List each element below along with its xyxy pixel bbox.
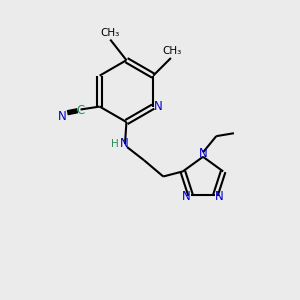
Text: C: C [76, 104, 85, 118]
Text: H: H [111, 139, 119, 148]
Text: CH₃: CH₃ [100, 28, 120, 38]
Text: N: N [120, 137, 129, 150]
Text: CH₃: CH₃ [163, 46, 182, 56]
Text: N: N [215, 190, 224, 203]
Text: N: N [58, 110, 67, 123]
Text: N: N [154, 100, 163, 113]
Text: N: N [199, 147, 208, 160]
Text: N: N [182, 190, 191, 203]
